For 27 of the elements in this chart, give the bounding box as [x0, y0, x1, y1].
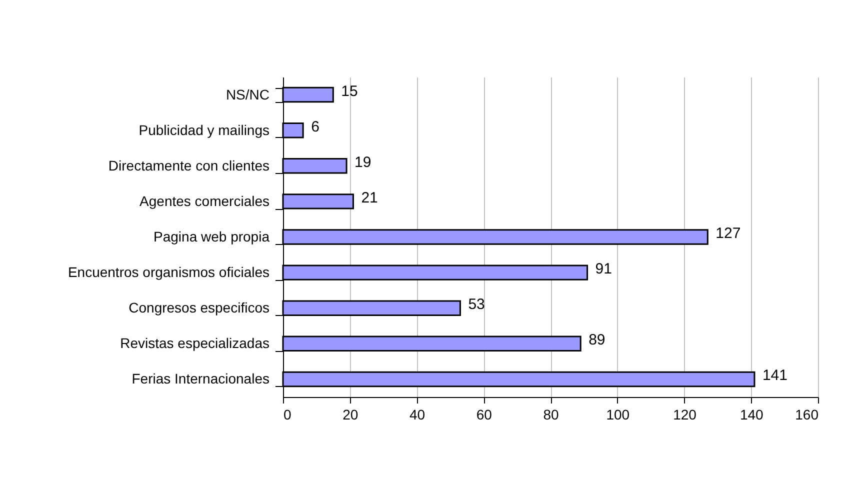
x-tick-label: 160	[795, 406, 819, 422]
data-label: 91	[595, 260, 612, 278]
data-label: 21	[361, 189, 378, 206]
x-tick-label: 80	[543, 406, 559, 422]
data-label: 15	[341, 82, 358, 100]
y-tick-label: Publicidad y mailings	[138, 122, 270, 138]
x-tick-label: 120	[673, 406, 697, 422]
data-label: 141	[762, 367, 788, 384]
y-tick-label: Ferias Internacionales	[132, 370, 270, 387]
data-label: 19	[354, 154, 372, 171]
x-tick-label: 140	[740, 406, 764, 422]
data-label: 6	[311, 118, 320, 136]
y-tick-label: Encuentros organismos oficiales	[68, 264, 270, 280]
y-tick-label: NS/NC	[226, 86, 270, 102]
data-label: 89	[588, 332, 606, 349]
y-tick-label: Directamente con clientes	[108, 157, 270, 174]
y-tick-label: Pagina web propia	[154, 228, 270, 244]
data-label: 53	[468, 296, 485, 314]
x-tick-label: 100	[606, 406, 630, 422]
y-tick-label: Agentes comerciales	[140, 192, 270, 209]
x-tick-label: 40	[409, 406, 426, 422]
y-tick-label: Revistas especializadas	[120, 335, 270, 352]
x-tick-label: 60	[476, 406, 492, 422]
x-tick-label: 20	[342, 406, 358, 422]
x-tick-label: 0	[284, 406, 292, 422]
data-label: 127	[716, 225, 741, 242]
y-tick-label: Congresos especificos	[128, 300, 270, 316]
